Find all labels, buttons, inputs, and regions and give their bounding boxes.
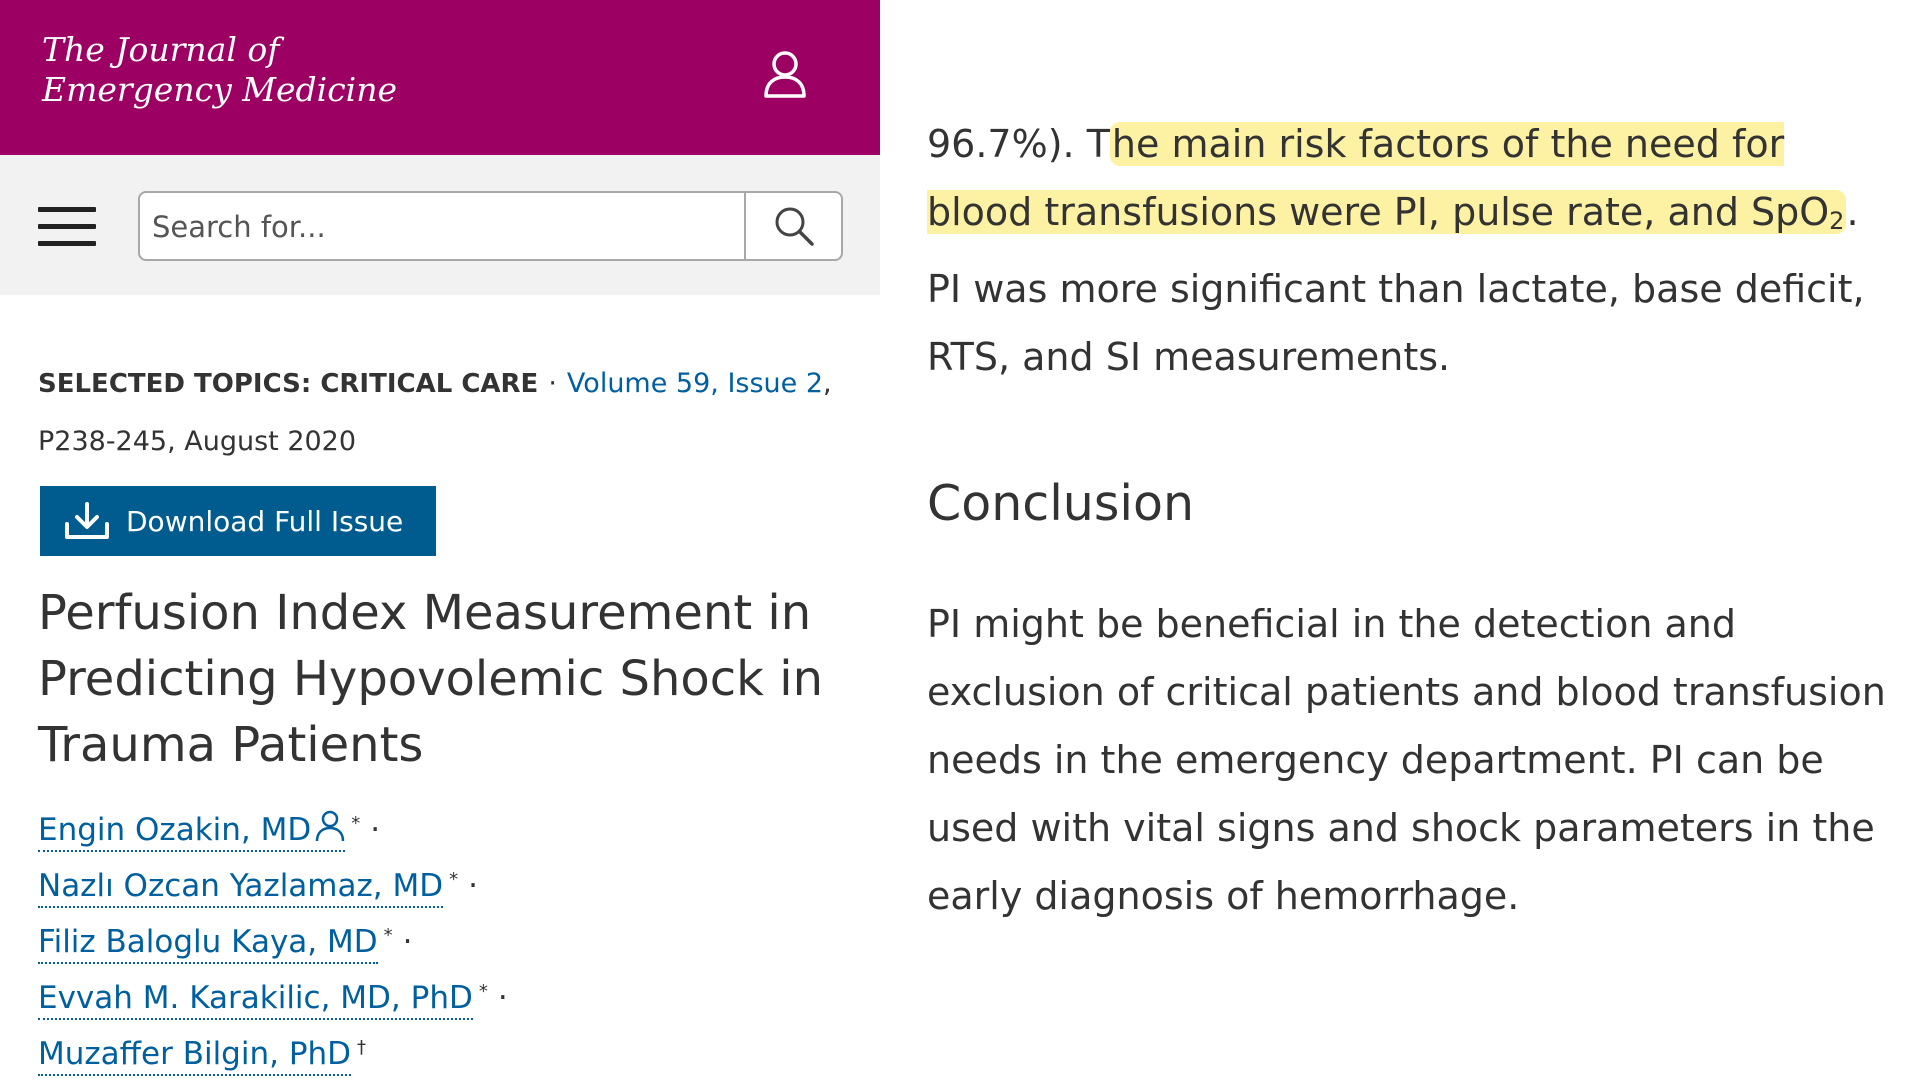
author-separator: · (370, 812, 381, 849)
affiliation-mark: * (449, 869, 459, 890)
affiliation-mark: † (357, 1037, 367, 1058)
author-link[interactable]: Filiz Baloglu Kaya, MD (38, 924, 378, 965)
article-panel: The Journal of Emergency Medicine (0, 0, 880, 1080)
search-button[interactable] (744, 193, 841, 259)
subscript: 2 (1829, 207, 1845, 235)
search-bar (0, 155, 880, 295)
user-account-icon[interactable] (762, 50, 808, 98)
results-paragraph: 96.7%). The main risk factors of the nee… (927, 110, 1887, 391)
author-separator: · (497, 980, 508, 1017)
author-link[interactable]: Evvah M. Karakilic, MD, PhD (38, 980, 473, 1021)
author-separator: · (402, 924, 413, 961)
masthead: The Journal of Emergency Medicine (0, 0, 880, 155)
author-separator: · (468, 868, 478, 905)
download-label: Download Full Issue (126, 504, 404, 538)
author-item: Filiz Baloglu Kaya, MD * · (38, 908, 838, 965)
author-link[interactable]: Muzaffer Bilgin, PhD (38, 1036, 352, 1077)
affiliation-mark: * (351, 813, 361, 834)
abstract-panel: 96.7%). The main risk factors of the nee… (927, 0, 1887, 1080)
results-tail: . PI was more significant than lactate, … (927, 190, 1865, 379)
download-icon (65, 502, 109, 539)
meta-separator: · (548, 368, 557, 399)
search-box (138, 191, 843, 261)
corresponding-author-icon (315, 804, 345, 860)
author-link[interactable]: Engin Ozakin, MD (38, 810, 346, 853)
author-item: Nazlı Ozcan Yazlamaz, MD * · (38, 852, 838, 909)
affiliation-mark: * (383, 925, 393, 946)
pages-date: , P238-245, August 2020 (38, 368, 832, 457)
search-icon (775, 207, 814, 246)
download-full-issue-button[interactable]: Download Full Issue (40, 486, 436, 556)
article-meta: SELECTED TOPICS: CRITICAL CARE · Volume 59… (38, 355, 838, 470)
journal-logo[interactable]: The Journal of Emergency Medicine (42, 30, 462, 110)
results-lead: 96.7%). T (927, 122, 1110, 166)
search-input[interactable] (152, 201, 742, 253)
affiliation-mark: * (478, 981, 488, 1002)
author-link[interactable]: Nazlı Ozcan Yazlamaz, MD (38, 868, 444, 909)
conclusion-paragraph: PI might be beneficial in the detection … (927, 602, 1886, 918)
journal-title-line1: The Journal of (42, 30, 280, 69)
author-item: Engin Ozakin, MD * · (38, 796, 838, 853)
author-list: Engin Ozakin, MD * · Nazlı Ozcan Yazlamaz,… (38, 796, 838, 1077)
journal-title-line2: Emergency Medicine (42, 70, 398, 109)
menu-icon[interactable] (38, 207, 96, 247)
author-item: Evvah M. Karakilic, MD, PhD * · (38, 964, 838, 1021)
volume-issue-link[interactable]: Volume 59, Issue 2 (566, 368, 824, 399)
article-title: Perfusion Index Measurement in Predictin… (38, 585, 823, 773)
author-item: Muzaffer Bilgin, PhD † (38, 1020, 838, 1077)
conclusion-heading: Conclusion (927, 475, 1195, 532)
topic-label: SELECTED TOPICS: CRITICAL CARE (38, 369, 539, 399)
